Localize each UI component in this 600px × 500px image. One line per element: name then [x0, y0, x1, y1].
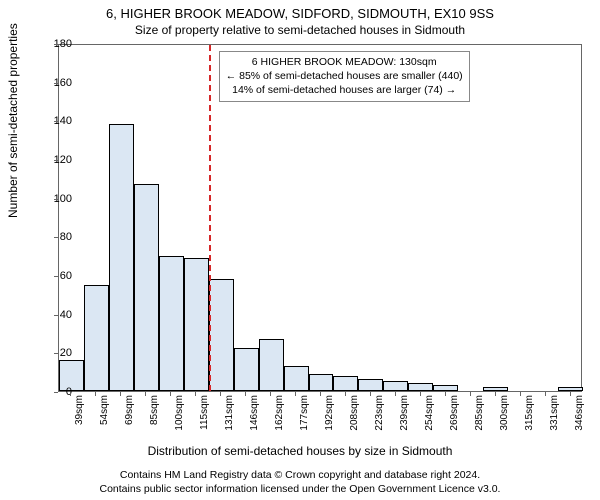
x-tick-label: 239sqm — [399, 395, 410, 431]
histogram-bar — [259, 339, 284, 391]
x-tick-label: 269sqm — [449, 395, 460, 431]
x-tick-mark — [445, 392, 446, 396]
histogram-bar — [408, 383, 433, 391]
x-tick-mark — [420, 392, 421, 396]
x-tick-mark — [195, 392, 196, 396]
x-tick-mark — [345, 392, 346, 396]
footer-line-1: Contains HM Land Registry data © Crown c… — [0, 468, 600, 482]
x-tick-label: 208sqm — [349, 395, 360, 431]
x-tick-label: 192sqm — [324, 395, 335, 431]
x-tick-label: 85sqm — [149, 395, 160, 425]
histogram-bar — [483, 387, 508, 391]
x-tick-label: 131sqm — [224, 395, 235, 431]
y-tick-mark — [54, 392, 58, 393]
info-line-smaller: ← 85% of semi-detached houses are smalle… — [226, 69, 463, 83]
y-tick-mark — [54, 83, 58, 84]
x-tick-label: 223sqm — [374, 395, 385, 431]
histogram-bar — [84, 285, 109, 391]
histogram-bar — [309, 374, 334, 391]
footer-line-2: Contains public sector information licen… — [0, 482, 600, 496]
x-axis-label: Distribution of semi-detached houses by … — [0, 444, 600, 458]
x-tick-label: 69sqm — [124, 395, 135, 425]
x-tick-mark — [145, 392, 146, 396]
y-tick-mark — [54, 121, 58, 122]
y-tick-mark — [54, 160, 58, 161]
histogram-bar — [134, 184, 159, 391]
x-tick-label: 39sqm — [74, 395, 85, 425]
x-tick-mark — [320, 392, 321, 396]
x-tick-label: 300sqm — [499, 395, 510, 431]
chart-title: 6, HIGHER BROOK MEADOW, SIDFORD, SIDMOUT… — [0, 0, 600, 21]
y-tick-mark — [54, 44, 58, 45]
x-tick-label: 54sqm — [99, 395, 110, 425]
x-tick-label: 315sqm — [524, 395, 535, 431]
info-annotation-box: 6 HIGHER BROOK MEADOW: 130sqm ← 85% of s… — [219, 51, 470, 102]
x-tick-mark — [120, 392, 121, 396]
info-line-larger: 14% of semi-detached houses are larger (… — [226, 83, 463, 97]
y-tick-mark — [54, 315, 58, 316]
x-tick-label: 254sqm — [424, 395, 435, 431]
chart-subtitle: Size of property relative to semi-detach… — [0, 21, 600, 37]
histogram-bar — [558, 387, 583, 391]
x-tick-mark — [570, 392, 571, 396]
x-tick-mark — [95, 392, 96, 396]
x-tick-label: 100sqm — [174, 395, 185, 431]
y-axis-label: Number of semi-detached properties — [6, 23, 20, 218]
x-tick-mark — [470, 392, 471, 396]
x-tick-label: 285sqm — [474, 395, 485, 431]
x-tick-mark — [220, 392, 221, 396]
histogram-bar — [284, 366, 309, 391]
x-tick-label: 146sqm — [249, 395, 260, 431]
y-tick-mark — [54, 237, 58, 238]
x-tick-mark — [395, 392, 396, 396]
y-tick-mark — [54, 276, 58, 277]
x-tick-mark — [170, 392, 171, 396]
x-tick-label: 177sqm — [299, 395, 310, 431]
info-line-property: 6 HIGHER BROOK MEADOW: 130sqm — [226, 55, 463, 69]
x-tick-mark — [245, 392, 246, 396]
plot-area: 6 HIGHER BROOK MEADOW: 130sqm ← 85% of s… — [58, 44, 582, 392]
histogram-bar — [159, 256, 184, 391]
histogram-figure: 6, HIGHER BROOK MEADOW, SIDFORD, SIDMOUT… — [0, 0, 600, 500]
x-tick-label: 162sqm — [274, 395, 285, 431]
x-tick-mark — [520, 392, 521, 396]
footer-attribution: Contains HM Land Registry data © Crown c… — [0, 468, 600, 496]
x-tick-label: 346sqm — [574, 395, 585, 431]
histogram-bar — [109, 124, 134, 391]
y-tick-mark — [54, 353, 58, 354]
y-tick-mark — [54, 199, 58, 200]
histogram-bar — [209, 279, 234, 391]
histogram-bar — [184, 258, 209, 391]
x-tick-mark — [545, 392, 546, 396]
x-tick-mark — [370, 392, 371, 396]
x-tick-mark — [295, 392, 296, 396]
x-tick-mark — [495, 392, 496, 396]
histogram-bar — [333, 376, 358, 391]
x-tick-label: 331sqm — [549, 395, 560, 431]
histogram-bar — [383, 381, 408, 391]
x-tick-label: 115sqm — [199, 395, 210, 430]
x-tick-mark — [270, 392, 271, 396]
histogram-bar — [358, 379, 383, 391]
x-tick-mark — [70, 392, 71, 396]
property-marker-line — [209, 45, 211, 391]
histogram-bar — [234, 348, 259, 391]
histogram-bar — [433, 385, 458, 391]
